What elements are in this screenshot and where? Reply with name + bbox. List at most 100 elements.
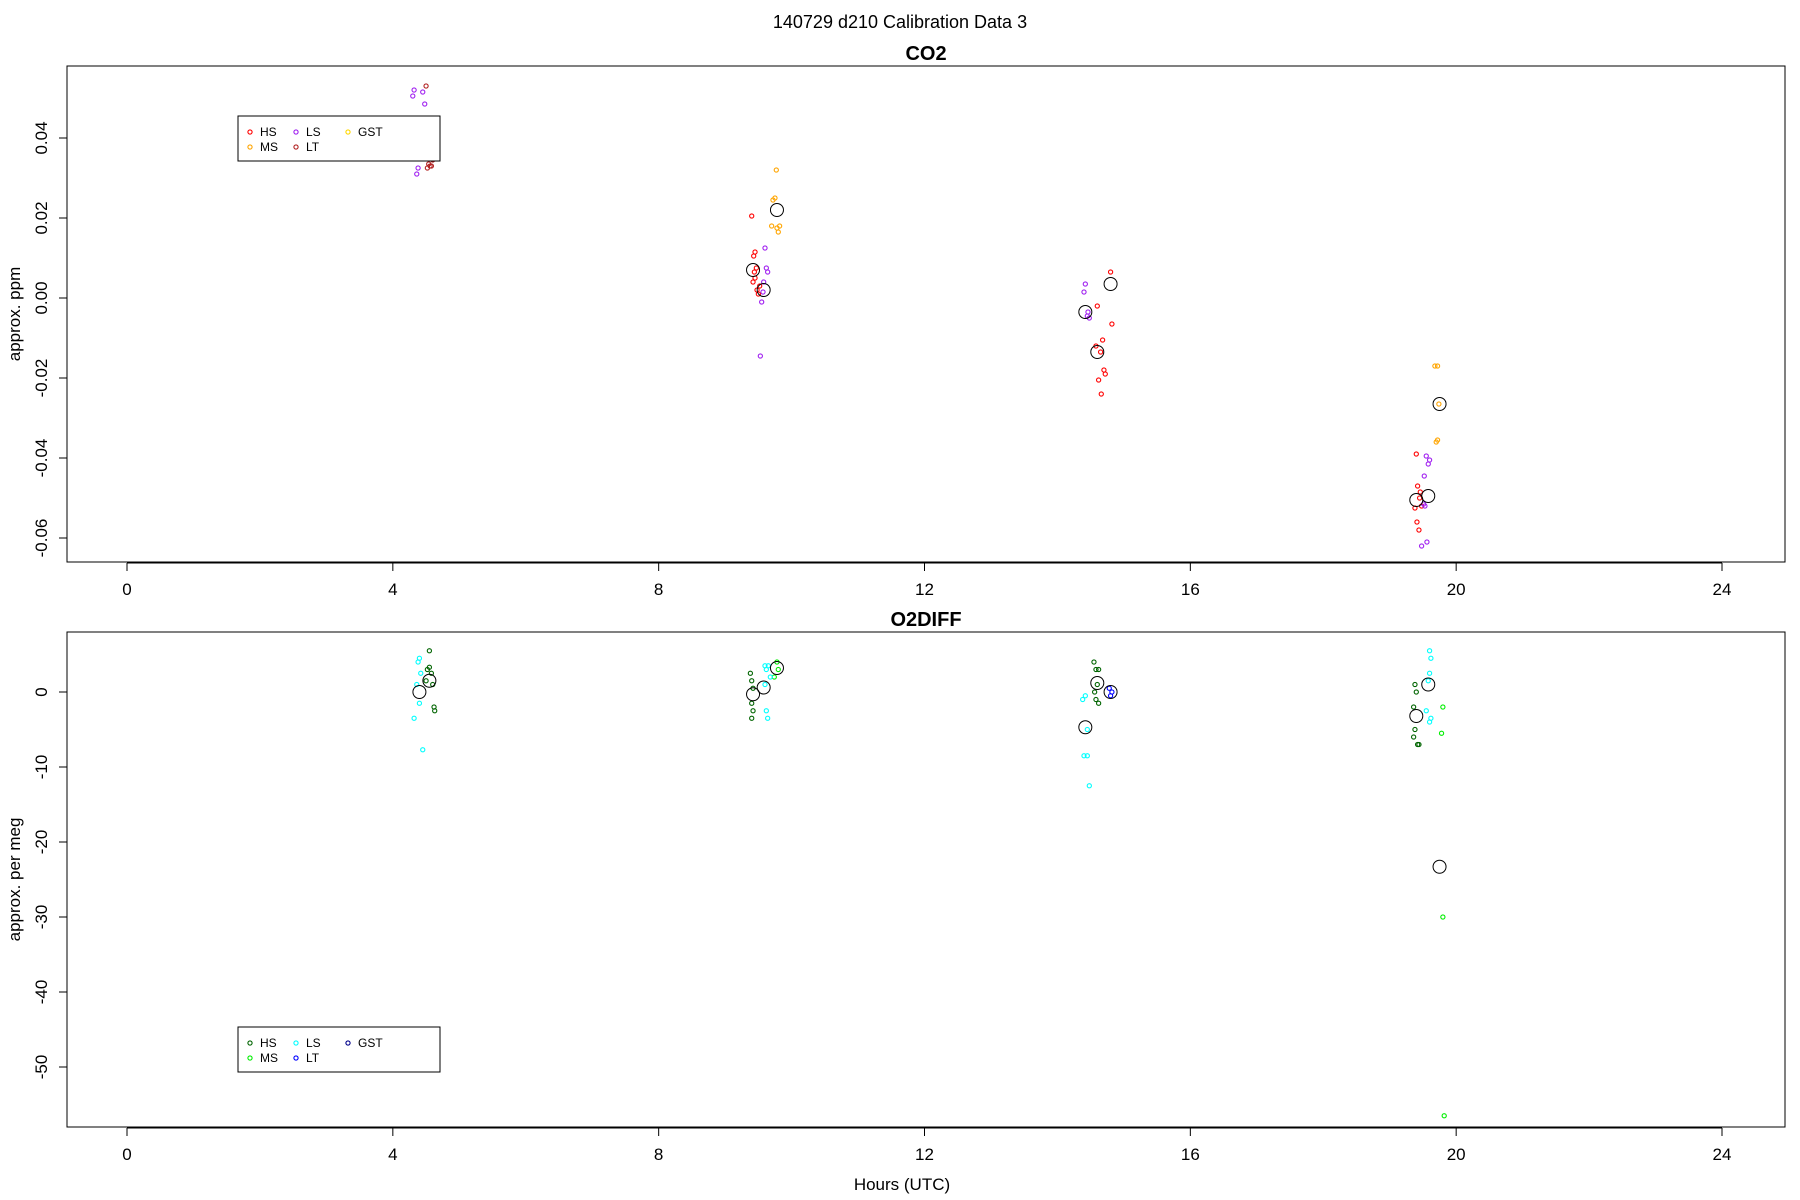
x-tick-label: 4 <box>388 580 397 599</box>
mean-point <box>1421 489 1436 503</box>
data-point <box>1109 321 1115 327</box>
mean-point <box>1409 709 1424 723</box>
co2-panel: CO2 0 4 8 12 16 20 24 0.04 0.02 0.00 -0.02 -0.04 -0.0… <box>5 43 1786 599</box>
data-point <box>1416 495 1423 501</box>
data-point <box>762 681 768 688</box>
data-point <box>432 708 438 714</box>
data-point <box>757 283 763 289</box>
mean-point <box>746 687 761 702</box>
series-ms <box>768 167 1442 445</box>
data-point <box>1081 289 1087 295</box>
data-point <box>1426 648 1433 654</box>
data-point <box>1436 401 1442 407</box>
mean-point <box>746 263 761 277</box>
y-tick-label: -50 <box>32 1055 51 1080</box>
data-point <box>1085 309 1091 315</box>
data-point <box>1417 489 1423 495</box>
data-point <box>1094 681 1100 688</box>
mean-point <box>769 661 784 675</box>
mean-markers <box>412 661 1447 874</box>
mean-point <box>756 680 771 695</box>
data-point <box>1413 451 1419 457</box>
data-point <box>1410 734 1417 740</box>
x-tick-label: 16 <box>1181 1145 1200 1164</box>
y-tick-label: -0.02 <box>32 359 51 398</box>
data-point <box>1412 681 1418 688</box>
data-point <box>751 269 758 275</box>
data-point <box>426 664 433 670</box>
data-point <box>1423 453 1429 459</box>
x-tick-label: 12 <box>915 580 934 599</box>
data-point <box>1438 730 1445 736</box>
data-point <box>1414 519 1420 525</box>
y-tick-label: -20 <box>32 830 51 855</box>
y-tick-label: -40 <box>32 980 51 1005</box>
data-point <box>1107 269 1114 275</box>
data-point <box>755 291 762 297</box>
data-point <box>428 670 435 676</box>
data-point <box>753 265 760 271</box>
data-point <box>415 659 421 665</box>
data-point <box>759 299 765 305</box>
data-point <box>1410 704 1417 710</box>
data-point <box>760 289 766 295</box>
mean-point <box>1432 397 1447 411</box>
data-point <box>765 715 771 721</box>
data-point <box>1432 363 1438 369</box>
data-point <box>1428 715 1434 721</box>
x-tick-label: 20 <box>1447 580 1466 599</box>
data-point <box>1091 689 1098 695</box>
data-point <box>1414 483 1421 489</box>
x-tick-label: 0 <box>122 580 131 599</box>
data-point <box>1099 337 1106 343</box>
data-point <box>1097 349 1104 355</box>
data-point <box>749 700 755 706</box>
legend-box <box>237 1026 441 1073</box>
data-point <box>1440 704 1446 710</box>
data-point <box>420 89 426 95</box>
legend-marker <box>293 1040 299 1046</box>
data-point <box>423 678 429 684</box>
data-point <box>1425 678 1431 684</box>
data-point <box>749 678 755 684</box>
legend-marker <box>345 129 351 135</box>
data-point <box>1421 473 1427 479</box>
x-tick-label: 24 <box>1713 580 1732 599</box>
x-tick-label: 20 <box>1447 1145 1466 1164</box>
x-tick-label: 4 <box>388 1145 397 1164</box>
data-point <box>420 747 426 753</box>
legend-label: HS <box>260 125 277 139</box>
mean-point <box>1103 685 1118 699</box>
data-point <box>1434 437 1441 443</box>
series-hs <box>749 213 1425 533</box>
data-point <box>1413 689 1419 695</box>
data-point <box>1081 753 1087 759</box>
data-point <box>1416 527 1422 533</box>
mean-point <box>1432 859 1447 874</box>
legend-label: LT <box>306 140 320 154</box>
y-axis-label: approx. per meg <box>5 818 24 942</box>
data-point <box>414 171 420 177</box>
legend-marker <box>247 129 253 135</box>
data-point <box>1080 696 1086 703</box>
data-point <box>749 213 755 219</box>
legend-label: HS <box>260 1036 277 1050</box>
data-point <box>1095 666 1102 673</box>
data-point <box>750 279 756 285</box>
series-ls <box>410 87 1433 549</box>
mean-point <box>1078 720 1093 735</box>
data-point <box>1082 281 1088 287</box>
mean-point <box>1090 676 1105 690</box>
legend-marker <box>293 1055 299 1061</box>
data-point <box>1084 753 1090 759</box>
data-point <box>1106 685 1112 691</box>
legend-marker <box>247 1040 253 1046</box>
data-point <box>1093 666 1099 673</box>
data-point <box>427 163 433 169</box>
data-point <box>1109 689 1115 695</box>
series-ms <box>771 659 1447 1119</box>
data-point <box>1441 1113 1447 1119</box>
y-tick-label: -30 <box>32 905 51 930</box>
legend-box <box>237 115 441 162</box>
